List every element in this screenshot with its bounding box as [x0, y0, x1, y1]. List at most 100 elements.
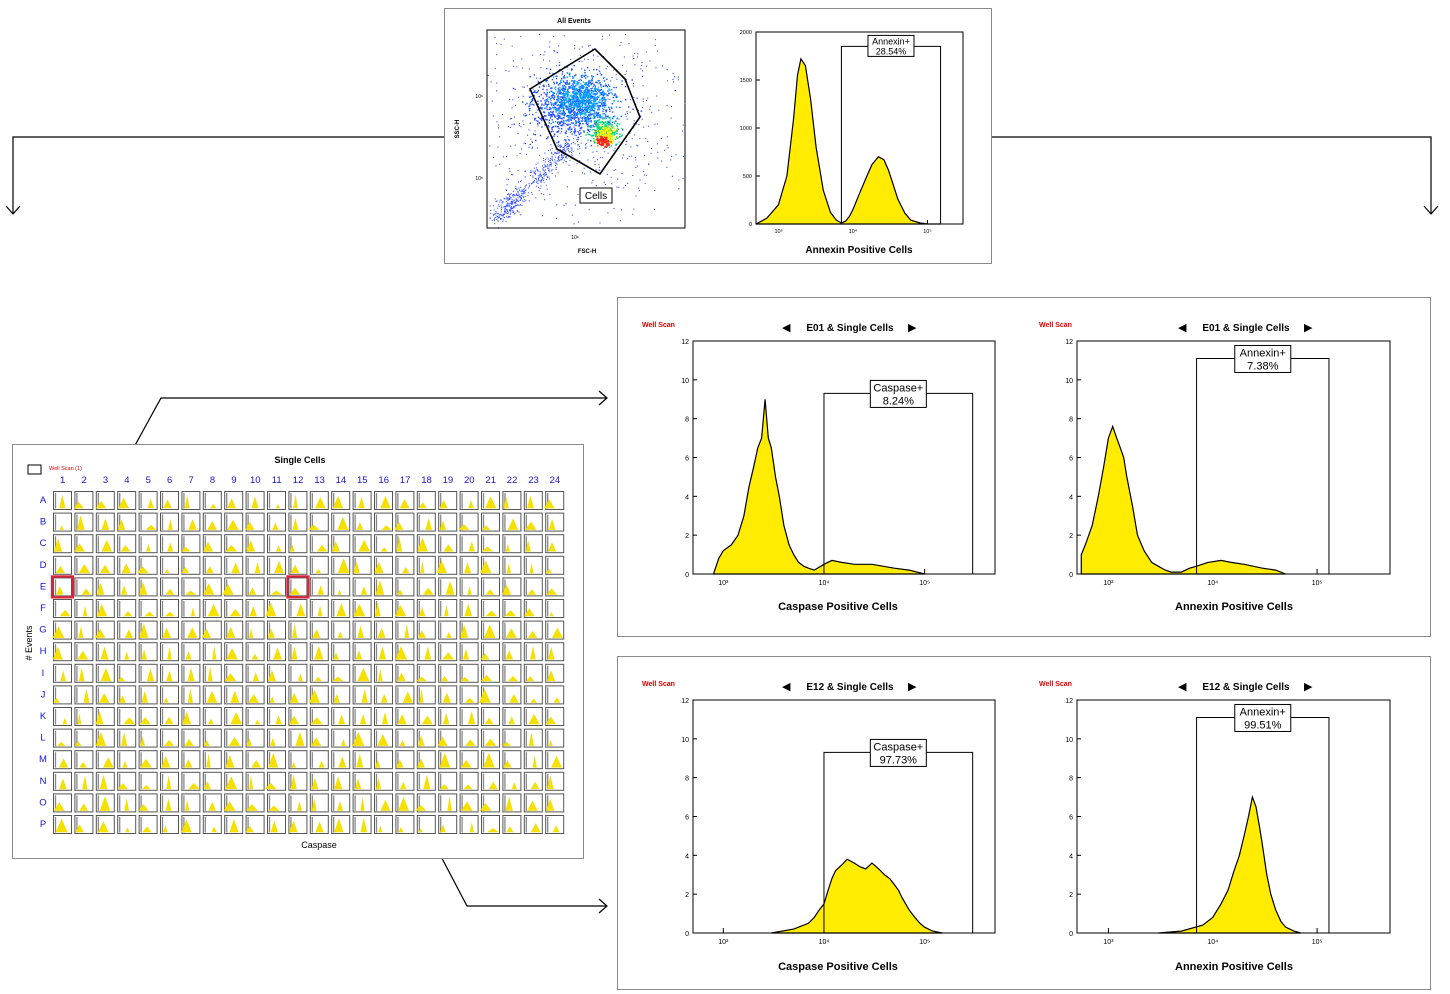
- well-J8[interactable]: [202, 685, 222, 705]
- well-D2[interactable]: [74, 555, 94, 575]
- well-I8[interactable]: [202, 663, 222, 683]
- well-I6[interactable]: [160, 663, 179, 683]
- well-L22[interactable]: [502, 728, 522, 748]
- well-M21[interactable]: [481, 750, 500, 770]
- well-K15[interactable]: [352, 707, 372, 726]
- well-H22[interactable]: [502, 642, 522, 662]
- well-K12[interactable]: [288, 707, 308, 726]
- well-J6[interactable]: [160, 685, 179, 705]
- well-H4[interactable]: [117, 642, 137, 662]
- well-D17[interactable]: [395, 555, 415, 575]
- well-A2[interactable]: [73, 491, 94, 510]
- well-K18[interactable]: [416, 707, 436, 726]
- well-O2[interactable]: [74, 793, 94, 813]
- well-M9[interactable]: [224, 750, 244, 770]
- well-K14[interactable]: [331, 707, 351, 726]
- well-G5[interactable]: [138, 620, 158, 640]
- well-K3[interactable]: [95, 707, 115, 726]
- well-L11[interactable]: [267, 728, 286, 748]
- well-B5[interactable]: [138, 512, 158, 532]
- well-L20[interactable]: [459, 728, 479, 748]
- well-A23[interactable]: [523, 491, 543, 510]
- well-C16[interactable]: [374, 534, 393, 554]
- well-P12[interactable]: [288, 815, 308, 834]
- well-J13[interactable]: [309, 685, 329, 705]
- well-O14[interactable]: [331, 793, 351, 813]
- well-J7[interactable]: [181, 685, 201, 705]
- well-P24[interactable]: [545, 815, 565, 834]
- well-J21[interactable]: [479, 685, 500, 705]
- well-K2[interactable]: [74, 707, 94, 726]
- well-I5[interactable]: [138, 663, 158, 683]
- well-I18[interactable]: [416, 663, 436, 683]
- well-D23[interactable]: [523, 555, 543, 575]
- well-F8[interactable]: [202, 599, 222, 618]
- well-L4[interactable]: [117, 728, 137, 748]
- well-J10[interactable]: [245, 685, 265, 705]
- nav-prev-button[interactable]: ◀: [1178, 681, 1187, 693]
- well-O24[interactable]: [545, 793, 565, 813]
- well-C13[interactable]: [309, 534, 329, 554]
- well-M10[interactable]: [245, 750, 265, 770]
- well-D19[interactable]: [436, 555, 458, 575]
- well-P22[interactable]: [502, 815, 522, 834]
- well-G15[interactable]: [352, 620, 372, 640]
- well-H13[interactable]: [309, 642, 329, 662]
- well-E19[interactable]: [438, 577, 458, 597]
- well-P5[interactable]: [138, 815, 158, 834]
- well-H16[interactable]: [374, 642, 393, 662]
- well-G7[interactable]: [181, 620, 201, 640]
- well-F2[interactable]: [74, 599, 94, 618]
- well-D14[interactable]: [331, 555, 351, 575]
- well-I20[interactable]: [459, 663, 479, 683]
- well-O11[interactable]: [267, 793, 286, 813]
- well-K23[interactable]: [523, 707, 543, 726]
- well-H21[interactable]: [480, 642, 500, 662]
- nav-next-button[interactable]: ▶: [908, 322, 917, 334]
- well-E9[interactable]: [222, 577, 244, 597]
- well-K19[interactable]: [438, 707, 458, 726]
- well-L8[interactable]: [202, 728, 222, 748]
- well-C14[interactable]: [331, 534, 351, 554]
- well-K4[interactable]: [117, 707, 137, 726]
- well-J5[interactable]: [138, 685, 158, 705]
- well-D15[interactable]: [352, 555, 372, 575]
- well-L15[interactable]: [352, 728, 372, 748]
- well-D18[interactable]: [416, 555, 436, 575]
- well-B6[interactable]: [160, 512, 179, 532]
- well-G23[interactable]: [523, 620, 543, 640]
- well-E6[interactable]: [160, 577, 179, 597]
- well-E23[interactable]: [523, 577, 543, 597]
- well-D9[interactable]: [224, 555, 244, 575]
- well-I15[interactable]: [352, 663, 372, 683]
- well-L1[interactable]: [53, 728, 72, 748]
- well-I2[interactable]: [74, 663, 94, 683]
- well-B11[interactable]: [267, 512, 286, 532]
- well-N1[interactable]: [53, 771, 72, 791]
- well-I1[interactable]: [53, 663, 72, 683]
- well-A22[interactable]: [502, 491, 522, 510]
- well-P20[interactable]: [459, 815, 479, 834]
- well-F19[interactable]: [438, 599, 458, 618]
- well-A13[interactable]: [309, 491, 329, 510]
- well-C1[interactable]: [53, 534, 72, 554]
- well-J23[interactable]: [523, 685, 543, 705]
- well-A3[interactable]: [95, 491, 115, 510]
- well-M16[interactable]: [374, 750, 393, 770]
- well-O23[interactable]: [523, 793, 543, 813]
- well-B21[interactable]: [481, 512, 500, 532]
- well-L21[interactable]: [481, 728, 500, 748]
- well-K13[interactable]: [309, 707, 329, 726]
- nav-prev-button[interactable]: ◀: [1178, 322, 1187, 334]
- well-B18[interactable]: [416, 512, 436, 532]
- well-A15[interactable]: [352, 491, 372, 510]
- well-P2[interactable]: [74, 815, 94, 834]
- well-G8[interactable]: [201, 620, 222, 640]
- well-E14[interactable]: [331, 577, 351, 597]
- well-J22[interactable]: [502, 685, 522, 705]
- well-E5[interactable]: [138, 577, 158, 597]
- well-B12[interactable]: [288, 512, 308, 532]
- well-N16[interactable]: [374, 771, 393, 791]
- well-K20[interactable]: [459, 707, 479, 726]
- well-O15[interactable]: [352, 793, 372, 813]
